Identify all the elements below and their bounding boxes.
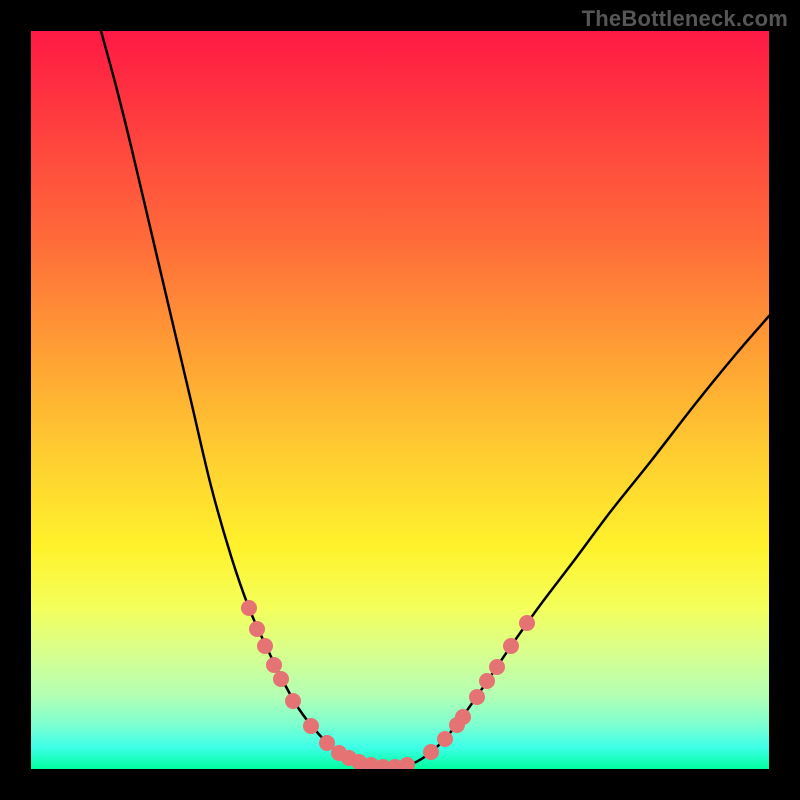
curve-marker bbox=[273, 671, 289, 687]
bottleneck-curve bbox=[101, 31, 769, 768]
gradient-plot-area bbox=[31, 31, 769, 769]
curve-marker bbox=[241, 600, 257, 616]
curve-marker bbox=[503, 638, 519, 654]
chart-frame: TheBottleneck.com bbox=[0, 0, 800, 800]
curve-marker bbox=[266, 657, 282, 673]
marker-group bbox=[241, 600, 535, 769]
curve-marker bbox=[303, 718, 319, 734]
curve-marker bbox=[257, 638, 273, 654]
curve-marker bbox=[399, 757, 415, 769]
curve-marker bbox=[285, 693, 301, 709]
curve-marker bbox=[489, 659, 505, 675]
curve-marker bbox=[249, 621, 265, 637]
curve-marker bbox=[479, 673, 495, 689]
curve-marker bbox=[519, 615, 535, 631]
bottleneck-curve-svg bbox=[31, 31, 769, 769]
curve-marker bbox=[469, 689, 485, 705]
curve-marker bbox=[437, 731, 453, 747]
curve-marker bbox=[423, 744, 439, 760]
curve-marker bbox=[455, 709, 471, 725]
watermark-text: TheBottleneck.com bbox=[582, 6, 788, 32]
